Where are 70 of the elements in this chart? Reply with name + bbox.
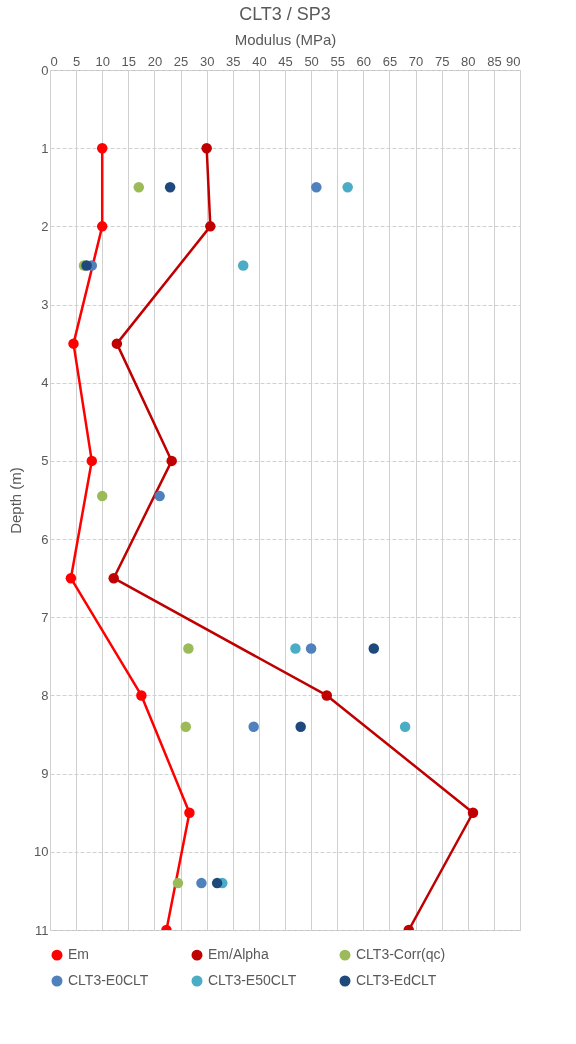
x-tick-label: 85 (487, 53, 502, 69)
x-tick-label: 30 (199, 53, 215, 69)
y-tick-label: 10 (34, 844, 49, 860)
point (96, 142, 108, 154)
x-tick-label: 25 (173, 53, 189, 69)
x-tick-label: 15 (121, 53, 137, 69)
point (86, 455, 98, 467)
x-tick-label: 35 (226, 53, 241, 69)
point (196, 877, 207, 889)
x-tick-label: 70 (408, 53, 424, 69)
point (172, 877, 184, 889)
point (342, 182, 353, 193)
point (164, 182, 176, 193)
point (65, 572, 77, 584)
point (108, 572, 119, 584)
point (111, 338, 123, 349)
point (201, 142, 212, 154)
point (368, 643, 380, 654)
y-tick-label: 3 (41, 297, 49, 313)
point (205, 221, 216, 232)
point (295, 721, 306, 732)
point (211, 877, 223, 889)
point (305, 643, 317, 654)
point (184, 807, 195, 818)
point (96, 490, 108, 502)
x-tick-label: 60 (356, 53, 372, 69)
point (136, 690, 147, 701)
legend-label: CLT3-E50CLT (208, 972, 297, 988)
x-tick-label: 80 (461, 53, 476, 69)
chart-title: CLT3 / SP3 (239, 4, 331, 24)
y-tick-label: 4 (41, 375, 49, 391)
legend-label: Em (68, 946, 89, 963)
point (96, 221, 108, 232)
y-tick-label: 9 (41, 766, 49, 782)
point (467, 807, 479, 818)
point (68, 338, 79, 349)
point (133, 182, 145, 193)
legend-label: Em/Alpha (208, 946, 269, 963)
y-tick-label: 6 (41, 531, 49, 547)
x-axis-title: Modulus (MPa) (234, 30, 337, 48)
legend-label: CLT3-EdCLT (356, 972, 437, 988)
x-tick-label: 20 (147, 53, 163, 69)
x-tick-label: 5 (72, 53, 81, 69)
x-tick-label: 45 (278, 53, 293, 69)
point (321, 690, 333, 701)
y-tick-label: 8 (41, 687, 49, 703)
y-tick-label: 5 (41, 453, 49, 469)
point (290, 643, 301, 654)
y-tick-label: 7 (41, 609, 49, 625)
point (311, 182, 322, 193)
x-tick-label: 50 (304, 53, 319, 69)
x-tick-label: 65 (382, 53, 398, 69)
point (154, 490, 165, 502)
x-tick-label: 90 (506, 53, 521, 69)
point (180, 721, 192, 732)
x-tick-label: 75 (434, 53, 450, 69)
y-axis-title: Depth (m) (7, 467, 25, 534)
x-tick-label: 10 (95, 53, 110, 69)
x-tick-label: 55 (330, 53, 345, 69)
x-tick-label: 40 (252, 53, 267, 69)
y-tick-label: 1 (41, 140, 49, 156)
legend-label: CLT3-Corr(qc) (356, 946, 446, 963)
y-tick-label: 11 (35, 922, 49, 938)
point (399, 721, 411, 732)
point (183, 643, 194, 654)
point (166, 455, 177, 467)
point (237, 260, 249, 271)
legend-label: CLT3-E0CLT (68, 972, 149, 988)
point (248, 721, 259, 732)
y-tick-label: 2 (41, 218, 49, 234)
